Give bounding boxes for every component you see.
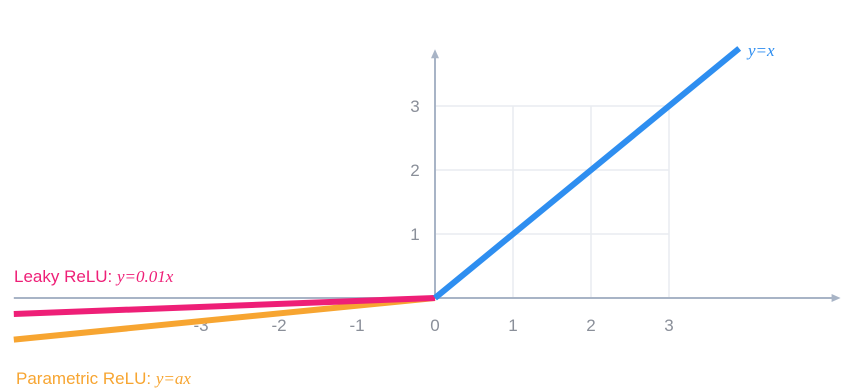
grid: [435, 105, 670, 298]
x-tick-label: 1: [508, 316, 517, 335]
y-tick-label: 2: [410, 161, 419, 180]
leaky-relu-name: Leaky ReLU:: [14, 267, 117, 286]
series-lines: [13, 46, 742, 343]
leaky-relu-label: Leaky ReLU: y=0.01x: [14, 267, 174, 286]
parametric-series-line: [13, 295, 436, 343]
relu-series-line: [433, 46, 742, 301]
x-tick-label: -2: [271, 316, 286, 335]
x-tick-label: 0: [430, 316, 439, 335]
x-axis-arrow-icon: [831, 294, 841, 302]
parametric-relu-formula: y=ax: [154, 369, 192, 388]
leaky-relu-formula: y=0.01x: [115, 267, 174, 286]
y-axis-arrow-icon: [431, 49, 439, 59]
parametric-relu-name: Parametric ReLU:: [16, 369, 156, 388]
x-tick-label: 3: [664, 316, 673, 335]
parametric-relu-label: Parametric ReLU: y=ax: [16, 369, 191, 388]
y-tick-label: 3: [410, 97, 419, 116]
x-tick-label: -1: [349, 316, 364, 335]
relu-formula-label: y=x: [746, 41, 775, 60]
y-tick-label: 1: [410, 225, 419, 244]
leaky-series-line: [13, 295, 436, 317]
relu-formula: y=x: [746, 41, 775, 60]
x-tick-label: 2: [586, 316, 595, 335]
axes: [13, 49, 841, 302]
